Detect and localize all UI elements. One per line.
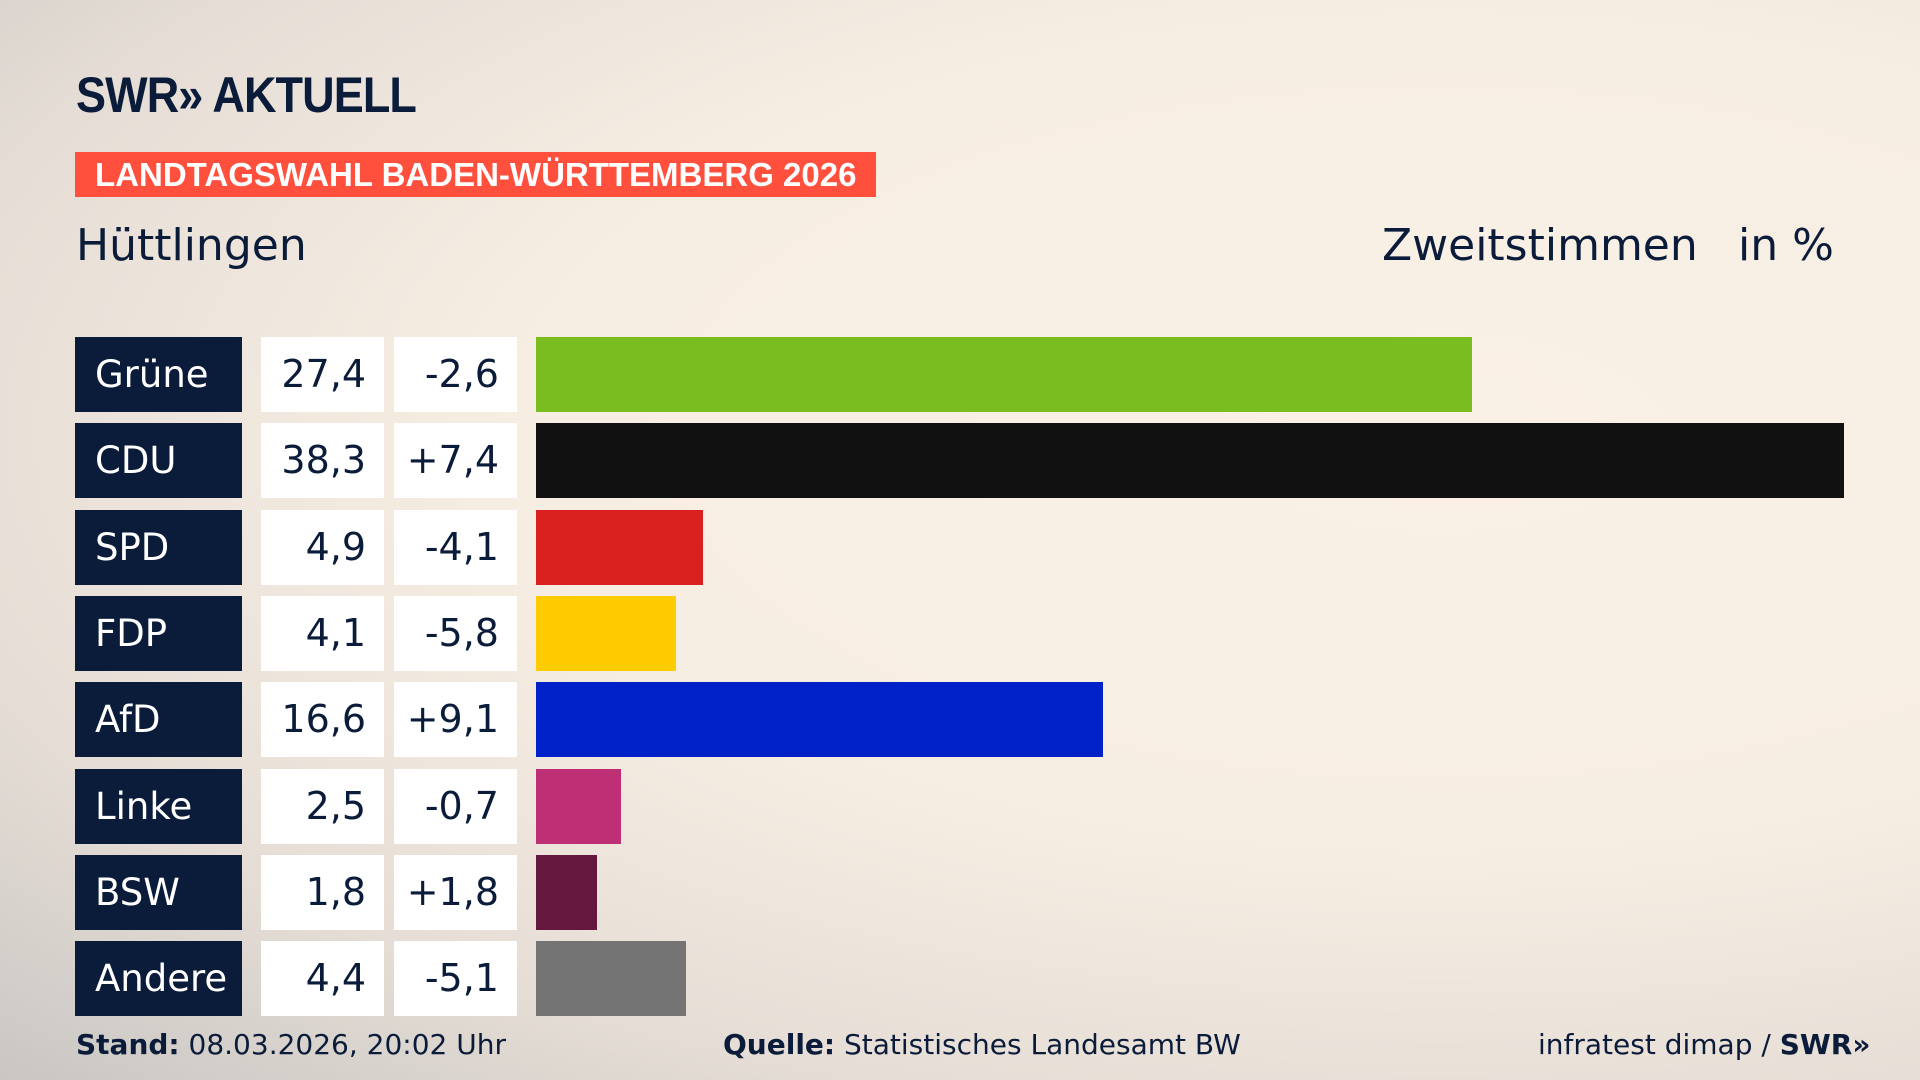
row-6: BSW 1,8 +1,8 [0, 854, 1920, 930]
value-label: 4,1 [261, 595, 384, 671]
party-name: BSW [75, 854, 242, 930]
party-name: AfD [75, 682, 242, 758]
change-label: +9,1 [394, 682, 517, 758]
measure-label: Zweitstimmen [1382, 220, 1698, 271]
bar [536, 509, 704, 585]
value-label: 1,8 [261, 854, 384, 930]
value-label: 4,4 [261, 941, 384, 1017]
row-1: CDU 38,3 +7,4 [0, 423, 1920, 499]
party-name: Linke [75, 768, 242, 844]
bar [536, 682, 1103, 758]
value-label: 4,9 [261, 509, 384, 585]
bar [536, 768, 622, 844]
bar [536, 337, 1472, 412]
credit: infratest dimap / SWR» [1538, 1028, 1870, 1061]
row-0: Grüne 27,4 -2,6 [0, 337, 1920, 412]
credit-text: infratest dimap / [1538, 1028, 1780, 1061]
change-label: -2,6 [394, 337, 517, 412]
election-banner: LANDTAGSWAHL BADEN-WÜRTTEMBERG 2026 [75, 152, 877, 197]
swr-aktuell-logo: SWR» AKTUELL [76, 67, 417, 123]
row-4: AfD 16,6 +9,1 [0, 682, 1920, 758]
source: Quelle: Statistisches Landesamt BW [723, 1028, 1241, 1061]
value-label: 27,4 [261, 337, 384, 412]
row-7: Andere 4,4 -5,1 [0, 941, 1920, 1017]
party-name: CDU [75, 423, 242, 499]
change-label: -0,7 [394, 768, 517, 844]
bar [536, 423, 1844, 499]
source-value: Statistisches Landesamt BW [844, 1028, 1241, 1061]
stand-value: 08.03.2026, 20:02 Uhr [188, 1028, 506, 1061]
bar [536, 854, 598, 930]
party-name: SPD [75, 509, 242, 585]
value-label: 38,3 [261, 423, 384, 499]
stand: Stand: 08.03.2026, 20:02 Uhr [76, 1028, 506, 1061]
party-name: FDP [75, 595, 242, 671]
swr-logo: SWR» [1779, 1028, 1871, 1061]
region-title: Hüttlingen [76, 220, 307, 271]
party-name: Grüne [75, 337, 242, 412]
bar [536, 595, 677, 671]
change-label: -5,8 [394, 595, 517, 671]
change-label: +7,4 [394, 423, 517, 499]
value-label: 2,5 [261, 768, 384, 844]
row-2: SPD 4,9 -4,1 [0, 509, 1920, 585]
bar [536, 941, 687, 1017]
change-label: -5,1 [394, 941, 517, 1017]
row-5: Linke 2,5 -0,7 [0, 768, 1920, 844]
unit-label: in % [1738, 220, 1834, 271]
row-3: FDP 4,1 -5,8 [0, 595, 1920, 671]
stand-label: Stand: [76, 1028, 180, 1061]
change-label: +1,8 [394, 854, 517, 930]
change-label: -4,1 [394, 509, 517, 585]
source-label: Quelle: [723, 1028, 836, 1061]
value-label: 16,6 [261, 682, 384, 758]
party-name: Andere [75, 941, 242, 1017]
